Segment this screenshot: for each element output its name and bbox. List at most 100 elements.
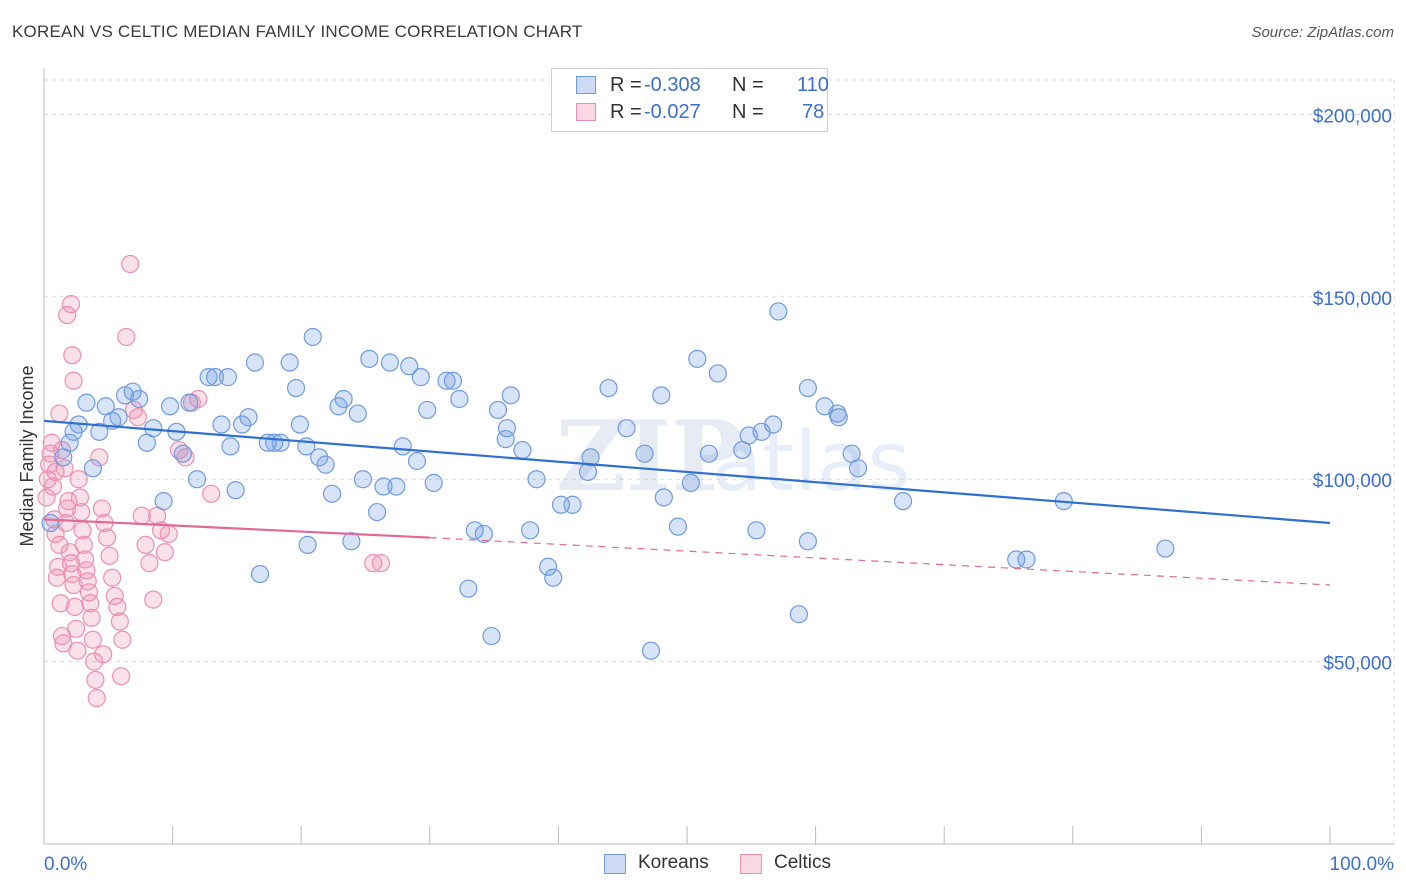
point-koreans (316, 455, 335, 474)
legend-n-value: 78 (802, 101, 825, 123)
point-koreans (563, 495, 582, 514)
legend-swatch-celtics (740, 854, 762, 874)
point-koreans (407, 451, 427, 471)
point-celtics (155, 543, 174, 562)
point-koreans (77, 393, 96, 412)
series-koreans (41, 302, 1175, 660)
point-koreans (353, 470, 373, 489)
point-celtics (52, 440, 72, 460)
point-koreans (280, 353, 299, 372)
point-koreans (424, 473, 443, 492)
point-celtics (136, 535, 155, 554)
point-koreans (342, 532, 361, 551)
point-koreans (109, 408, 128, 427)
point-celtics (112, 667, 131, 686)
point-celtics (159, 524, 178, 544)
point-celtics (108, 597, 127, 617)
point-koreans (450, 389, 469, 409)
legend-n-value: 110 (797, 74, 829, 96)
point-koreans (482, 626, 501, 646)
point-koreans (488, 400, 508, 420)
point-koreans (501, 386, 520, 405)
point-celtics (54, 634, 73, 653)
point-celtics (86, 670, 105, 689)
point-koreans (221, 437, 240, 456)
point-koreans (303, 327, 322, 347)
x-tick-label: 0.0% (44, 854, 87, 875)
point-koreans (245, 353, 265, 372)
point-celtics (113, 630, 132, 649)
point-koreans (798, 378, 817, 398)
point-celtics (58, 499, 77, 518)
point-koreans (708, 364, 727, 383)
point-koreans (681, 473, 700, 492)
point-celtics (128, 408, 147, 427)
point-koreans (360, 349, 379, 368)
trend-celtics-solid (43, 518, 430, 539)
point-celtics (68, 641, 87, 660)
point-koreans (322, 484, 342, 503)
point-celtics (82, 608, 101, 627)
point-celtics (81, 594, 100, 613)
point-celtics (69, 470, 88, 489)
trend-celtics-dashed (429, 537, 1331, 586)
trend-koreans (43, 419, 1331, 525)
point-celtics (74, 535, 93, 554)
point-koreans (380, 353, 400, 372)
legend-r-label: R = (610, 101, 642, 123)
point-koreans (1156, 539, 1175, 558)
point-koreans (123, 382, 142, 401)
point-koreans (581, 448, 600, 467)
legend-n-label: N = (732, 101, 764, 123)
point-celtics (87, 688, 106, 708)
point-koreans (769, 302, 788, 321)
point-koreans (348, 404, 367, 423)
point-celtics (110, 612, 129, 631)
watermark-atlas: atlas (712, 415, 910, 510)
y-tick-label: $200,000 (1313, 106, 1392, 127)
point-celtics (117, 327, 136, 347)
point-koreans (212, 415, 231, 434)
point-koreans (747, 521, 766, 540)
point-koreans (474, 524, 493, 544)
legend-swatch-koreans (604, 854, 626, 874)
point-celtics (94, 645, 113, 664)
legend-swatch-koreans (576, 76, 596, 94)
point-koreans (154, 492, 173, 511)
point-koreans (1017, 550, 1036, 569)
legend-r-value: -0.308 (644, 74, 701, 96)
legend-swatch-celtics (576, 103, 596, 121)
point-celtics (103, 568, 122, 587)
point-koreans (798, 532, 817, 551)
point-koreans (829, 408, 848, 427)
point-koreans (374, 477, 393, 496)
x-tick-label: 100.0% (1330, 854, 1395, 875)
point-koreans (286, 378, 306, 398)
point-koreans (893, 492, 913, 511)
source-label: Source: ZipAtlas.com (1251, 24, 1394, 41)
axes (43, 68, 1394, 845)
point-celtics (83, 630, 102, 649)
point-celtics (64, 371, 83, 390)
point-koreans (180, 393, 199, 412)
watermark: ZIP atlas (556, 400, 910, 513)
point-koreans (617, 419, 636, 438)
point-koreans (187, 470, 207, 489)
chart-title: KOREAN VS CELTIC MEDIAN FAMILY INCOME CO… (12, 22, 583, 41)
point-celtics (202, 484, 221, 503)
point-koreans (90, 422, 109, 441)
point-koreans (437, 371, 456, 390)
point-koreans (848, 459, 868, 478)
point-koreans (290, 415, 310, 434)
point-celtics (50, 535, 69, 554)
axis-labels: $50,000 $100,000 $150,000 $200,000 0.0% 100.0… (17, 106, 1394, 875)
legend-r-label: R = (610, 74, 642, 96)
point-koreans (418, 400, 437, 420)
point-celtics (121, 254, 140, 274)
y-tick-label: $100,000 (1313, 471, 1392, 492)
point-koreans (130, 389, 149, 409)
y-tick-label: $150,000 (1313, 289, 1392, 310)
point-koreans (226, 481, 245, 500)
legend-label-koreans: Koreans (638, 852, 709, 873)
legend-n-label: N = (732, 74, 764, 96)
